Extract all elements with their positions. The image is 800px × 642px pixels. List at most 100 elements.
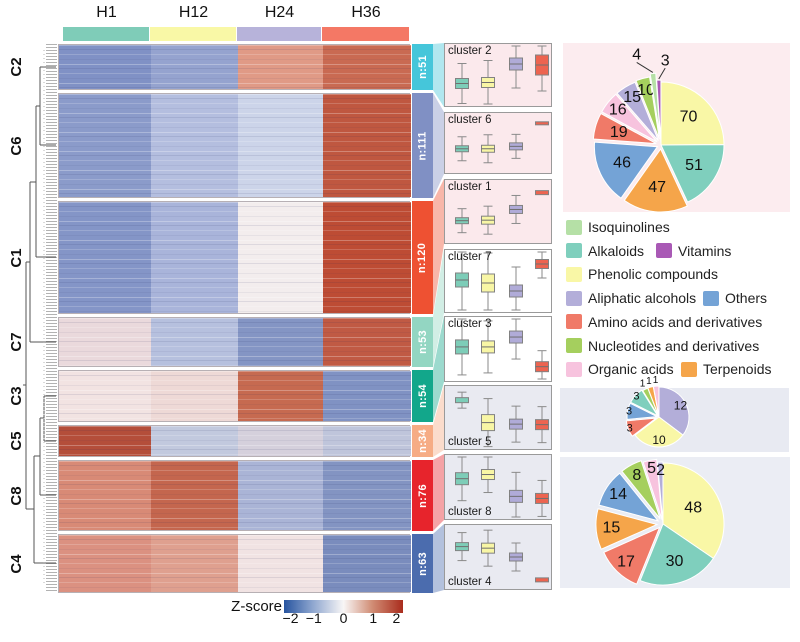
boxplot-panel-label-cluster-5: cluster 5 — [448, 436, 492, 448]
cluster-label-C7: C7 — [7, 332, 25, 352]
column-label-H36: H36 — [351, 4, 381, 21]
cluster-size-bar-C3: n:54 — [412, 370, 433, 422]
legend-label-amino-acids-and-derivatives: Amino acids and derivatives — [588, 313, 763, 330]
cluster-size-label-C3: n:54 — [416, 384, 429, 408]
cluster-size-bar-C7: n:53 — [412, 317, 433, 367]
heatmap-cell-C4-H24 — [238, 535, 323, 592]
heatmap-cell-C7-H24 — [238, 318, 323, 366]
legend-label-vitamins: Vitamins — [678, 242, 732, 259]
column-color-bar-H36 — [322, 27, 409, 41]
heatmap-cell-C8-H12 — [151, 461, 238, 530]
boxplot-cluster-1 — [455, 190, 549, 235]
ribbon-C2 — [433, 43, 444, 107]
heatmap-cell-C3-H24 — [238, 371, 323, 421]
heatmap-cell-C6-H1 — [59, 94, 151, 197]
heatmap-cell-C2-H12 — [151, 45, 238, 89]
boxplot-panel-cluster-8: cluster 8 — [444, 454, 552, 520]
boxplot-panel-cluster-7: cluster 7 — [444, 249, 552, 313]
box-H36 — [535, 251, 549, 279]
heatmap-cell-C2-H1 — [59, 45, 151, 89]
box-H36 — [535, 350, 549, 380]
heatmap-block-C7 — [58, 317, 411, 367]
boxplot-panel-cluster-4: cluster 4 — [444, 524, 552, 590]
box-H24 — [509, 45, 523, 89]
box-H12 — [481, 60, 495, 105]
box-H36 — [535, 121, 549, 126]
box-H1 — [455, 391, 469, 409]
heatmap-cell-C2-H24 — [238, 45, 323, 89]
colorbar-tick-0: 0 — [339, 610, 348, 626]
boxplot-panel-label-cluster-4: cluster 4 — [448, 576, 492, 588]
heatmap-cell-C3-H36 — [323, 371, 411, 421]
column-label-H1: H1 — [96, 4, 117, 21]
heatmap-cell-C7-H12 — [151, 318, 238, 366]
boxplot-cluster-4 — [455, 529, 549, 583]
heatmap-cell-C5-H36 — [323, 426, 411, 456]
legend-item-alkaloids: Alkaloids — [566, 243, 644, 259]
boxplot-cluster-3 — [455, 318, 549, 380]
boxplot-panel-cluster-5: cluster 5 — [444, 385, 552, 450]
box-H36 — [535, 479, 549, 517]
box-H1 — [455, 456, 469, 502]
heatmap-block-C6 — [58, 93, 411, 198]
legend-row-4: Aliphatic alcohols Others — [566, 290, 798, 312]
box-H1 — [455, 532, 469, 562]
column-label-H24: H24 — [264, 4, 295, 21]
legend-swatch-vitamins — [656, 243, 672, 259]
legend-row-5: Amino acids and derivatives — [566, 314, 798, 336]
heatmap-block-C8 — [58, 460, 411, 531]
box-H1 — [455, 251, 469, 311]
legend-swatch-amino-acids-and-derivatives — [566, 314, 582, 330]
legend-swatch-nucleotides-and-derivatives — [566, 338, 582, 353]
box-H1 — [455, 136, 469, 162]
cluster-size-bar-C8: n:76 — [412, 460, 433, 531]
dendrogram-leaves — [46, 44, 57, 593]
ribbon-C5 — [433, 385, 444, 457]
pie-background-bottom — [560, 457, 790, 588]
legend-label-isoquinolines: Isoquinolines — [588, 219, 670, 235]
colorbar-title: Z-score — [231, 598, 282, 615]
colorbar-tick-−2: −2 — [282, 610, 299, 626]
cluster-size-bar-C6: n:111 — [412, 93, 433, 198]
box-H24 — [509, 266, 523, 311]
colorbar-tick-−1: −1 — [305, 610, 322, 626]
colorbar — [284, 600, 403, 613]
ribbon-C6 — [433, 93, 444, 198]
legend-row-2: Alkaloids Vitamins — [566, 243, 798, 265]
boxplot-panel-cluster-3: cluster 3 — [444, 316, 552, 382]
heatmap-cell-C1-H36 — [323, 202, 411, 313]
heatmap-cell-C8-H1 — [59, 461, 151, 530]
cluster-size-label-C4: n:63 — [416, 551, 429, 576]
heatmap-cell-C4-H36 — [323, 535, 411, 592]
heatmap-cell-C5-H1 — [59, 426, 151, 456]
heatmap-block-C2 — [58, 44, 411, 90]
heatmap-cell-C4-H1 — [59, 535, 151, 592]
legend-row-1: Isoquinolines — [566, 219, 798, 241]
box-H12 — [481, 320, 495, 374]
heatmap-cell-C8-H36 — [323, 461, 411, 530]
column-color-bar-H12 — [150, 27, 236, 41]
legend-label-organic-acids: Organic acids — [588, 361, 674, 378]
heatmap-block-C1 — [58, 201, 411, 314]
colorbar-tick-1: 1 — [369, 610, 378, 626]
pie-background-top — [563, 43, 790, 212]
heatmap-block-C3 — [58, 370, 411, 422]
legend-item-terpenoids: Terpenoids — [681, 361, 772, 377]
boxplot-cluster-5 — [455, 391, 549, 448]
legend-item-amino-acids-and-derivatives: Amino acids and derivatives — [566, 314, 762, 330]
ribbon-C7 — [433, 249, 444, 367]
box-H12 — [481, 252, 495, 311]
box-H24 — [509, 405, 523, 443]
cluster-size-label-C5: n:34 — [416, 429, 429, 453]
box-H24 — [509, 318, 523, 360]
heatmap-cell-C6-H24 — [238, 94, 323, 197]
boxplot-panel-cluster-2: cluster 2 — [444, 43, 552, 107]
boxplot-cluster-6 — [455, 121, 549, 164]
box-H24 — [509, 194, 523, 224]
legend-item-isoquinolines: Isoquinolines — [566, 219, 670, 235]
box-H12 — [481, 205, 495, 235]
heatmap-cell-C3-H12 — [151, 371, 238, 421]
heatmap-cell-C2-H36 — [323, 45, 411, 89]
box-H1 — [455, 63, 469, 104]
column-color-bar-H24 — [237, 27, 321, 41]
